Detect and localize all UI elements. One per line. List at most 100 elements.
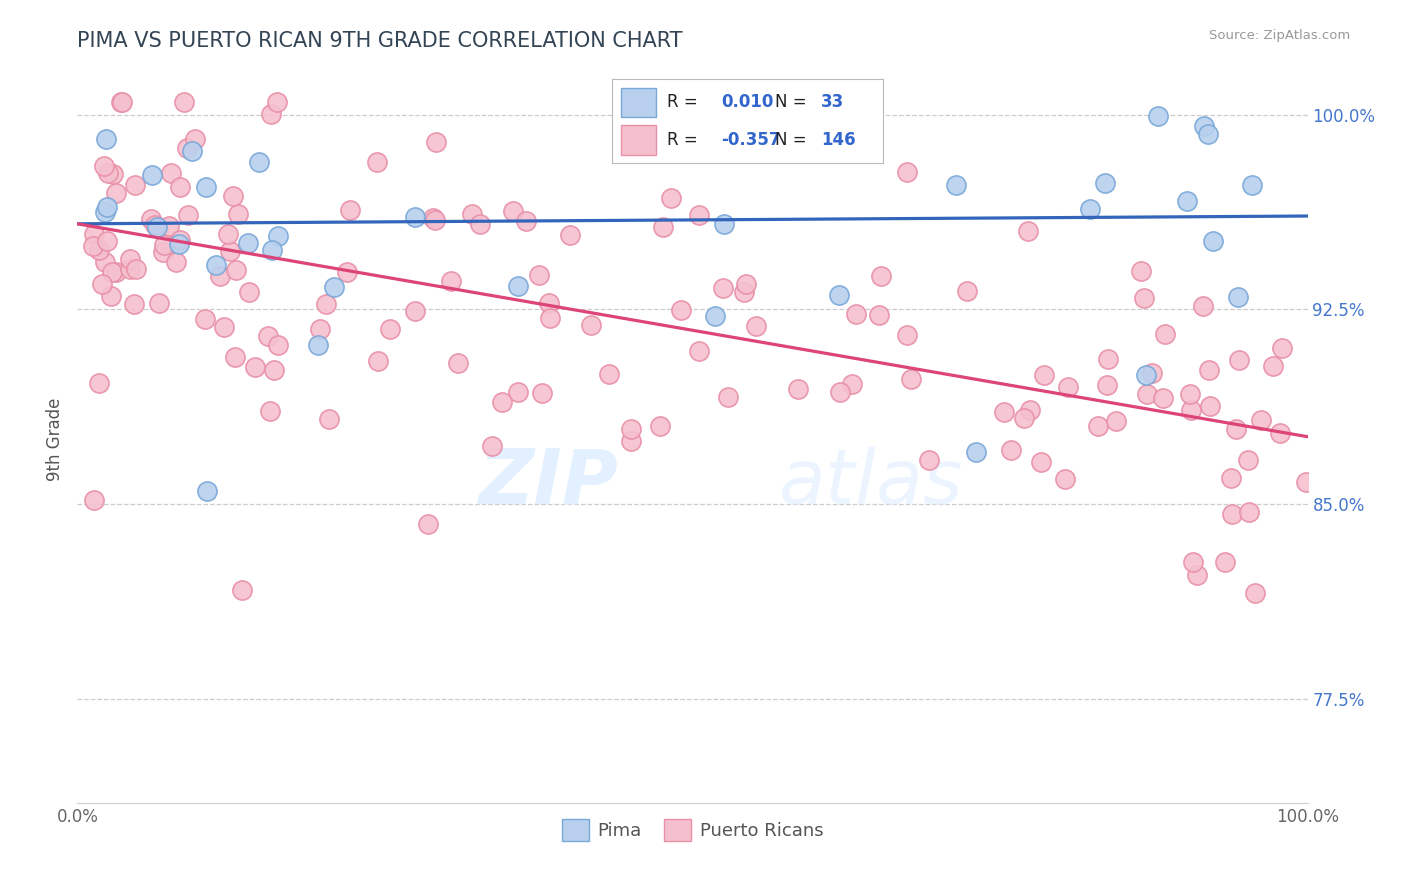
- Point: [167, 236, 190, 251]
- Point: [1180, 386, 1202, 401]
- Point: [165, 254, 187, 268]
- Point: [160, 166, 183, 180]
- Point: [1129, 263, 1152, 277]
- Point: [141, 168, 163, 182]
- Point: [222, 189, 245, 203]
- Point: [94, 204, 117, 219]
- Point: [558, 228, 581, 243]
- Point: [101, 264, 124, 278]
- Point: [688, 208, 710, 222]
- Point: [153, 237, 176, 252]
- Point: [416, 516, 439, 531]
- Point: [1213, 555, 1236, 569]
- Point: [1250, 413, 1272, 427]
- Point: [259, 107, 281, 121]
- Point: [688, 343, 710, 358]
- Point: [1053, 472, 1076, 486]
- Point: [1271, 341, 1294, 355]
- Point: [263, 362, 285, 376]
- Point: [1198, 363, 1220, 377]
- Point: [828, 288, 851, 302]
- Point: [214, 319, 236, 334]
- Point: [208, 268, 231, 283]
- Point: [869, 268, 891, 283]
- Point: [217, 227, 239, 241]
- Point: [231, 583, 253, 598]
- Point: [447, 356, 470, 370]
- Point: [1237, 505, 1260, 519]
- Point: [1094, 176, 1116, 190]
- Point: [659, 191, 682, 205]
- Point: [100, 289, 122, 303]
- Point: [965, 445, 987, 459]
- Point: [169, 180, 191, 194]
- Point: [713, 217, 735, 231]
- Point: [124, 178, 146, 193]
- Point: [104, 265, 127, 279]
- Point: [468, 217, 491, 231]
- Point: [440, 274, 463, 288]
- Point: [1202, 234, 1225, 248]
- Point: [366, 154, 388, 169]
- Point: [1135, 368, 1157, 383]
- Point: [1154, 327, 1177, 342]
- Point: [1225, 422, 1247, 436]
- Point: [308, 322, 330, 336]
- Point: [195, 179, 218, 194]
- Point: [238, 285, 260, 299]
- Point: [238, 235, 260, 250]
- Text: ZIP: ZIP: [479, 446, 619, 520]
- Point: [122, 297, 145, 311]
- Point: [173, 95, 195, 109]
- Text: atlas: atlas: [779, 446, 963, 520]
- Point: [1268, 426, 1291, 441]
- Point: [917, 452, 939, 467]
- Point: [620, 434, 643, 448]
- Point: [900, 372, 922, 386]
- Point: [1241, 178, 1264, 193]
- Point: [1017, 224, 1039, 238]
- Point: [176, 208, 198, 222]
- Point: [461, 207, 484, 221]
- Point: [841, 377, 863, 392]
- Point: [598, 367, 620, 381]
- Point: [1197, 127, 1219, 141]
- Point: [83, 492, 105, 507]
- Point: [195, 484, 218, 499]
- Point: [266, 95, 288, 109]
- Point: [110, 95, 132, 109]
- Point: [266, 228, 288, 243]
- Point: [1078, 202, 1101, 216]
- Point: [96, 235, 118, 249]
- Point: [1180, 403, 1202, 417]
- Point: [896, 328, 918, 343]
- Point: [508, 384, 530, 399]
- Point: [146, 219, 169, 234]
- Point: [225, 262, 247, 277]
- Point: [1227, 352, 1250, 367]
- Point: [1227, 290, 1250, 304]
- Point: [868, 308, 890, 322]
- Point: [1261, 359, 1284, 373]
- Point: [404, 210, 426, 224]
- Point: [1175, 194, 1198, 208]
- Point: [247, 154, 270, 169]
- Point: [717, 390, 740, 404]
- Point: [1295, 475, 1317, 489]
- Point: [530, 386, 553, 401]
- Point: [97, 166, 120, 180]
- Point: [143, 218, 166, 232]
- Point: [1185, 568, 1208, 582]
- Point: [82, 239, 104, 253]
- Point: [267, 338, 290, 352]
- Point: [243, 359, 266, 374]
- Point: [96, 200, 118, 214]
- Point: [845, 307, 868, 321]
- Point: [538, 311, 561, 326]
- Point: [1105, 414, 1128, 428]
- Point: [581, 318, 603, 332]
- Point: [259, 403, 281, 417]
- Point: [945, 178, 967, 193]
- Point: [1097, 351, 1119, 366]
- Point: [1014, 411, 1036, 425]
